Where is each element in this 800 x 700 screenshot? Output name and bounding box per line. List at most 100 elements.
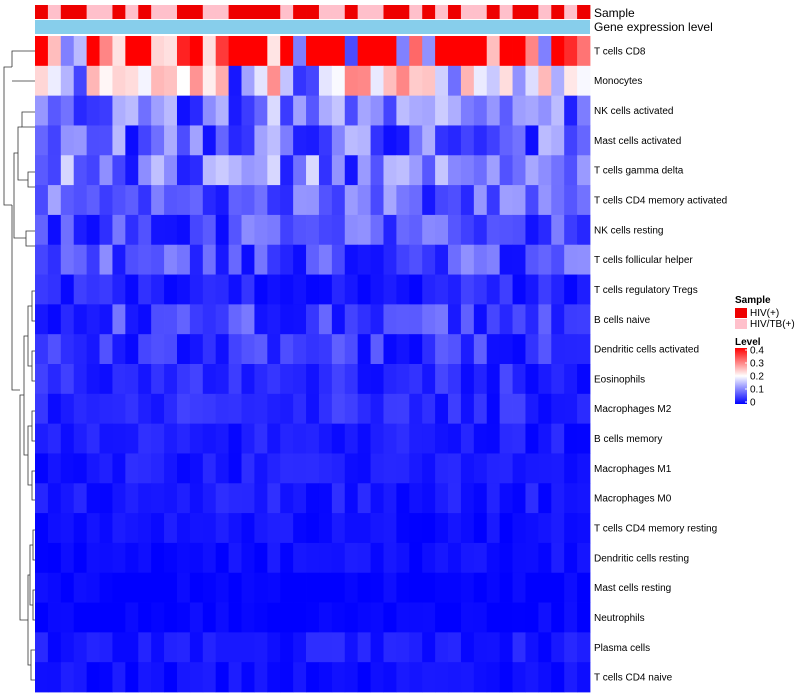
heatmap-cell bbox=[60, 244, 75, 275]
heatmap-cell bbox=[138, 274, 152, 305]
heatmap-cell bbox=[538, 483, 552, 514]
heatmap-cell bbox=[254, 423, 268, 454]
heatmap-cell bbox=[267, 95, 281, 126]
heatmap-cell bbox=[460, 483, 475, 514]
heatmap-cell bbox=[448, 423, 462, 454]
heatmap-cell bbox=[577, 393, 591, 425]
heatmap-cell bbox=[306, 513, 320, 544]
heatmap-cell bbox=[176, 632, 191, 663]
heatmap-cell bbox=[125, 125, 139, 156]
heatmap-cell bbox=[473, 364, 488, 395]
heatmap-cell bbox=[473, 274, 488, 305]
heatmap-cell bbox=[189, 662, 204, 693]
heatmap-cell bbox=[189, 304, 204, 335]
heatmap-cell bbox=[60, 304, 75, 335]
row-dendrogram bbox=[3, 50, 35, 681]
sample-annotation-cell bbox=[202, 5, 217, 19]
heatmap-cell bbox=[525, 423, 539, 454]
heatmap-cell bbox=[460, 453, 475, 484]
heatmap-cell bbox=[435, 483, 449, 514]
heatmap-cell bbox=[460, 155, 475, 186]
heatmap-cell bbox=[73, 334, 88, 365]
heatmap-cell bbox=[189, 602, 204, 633]
heatmap-cell bbox=[228, 185, 242, 216]
heatmap-cell bbox=[564, 155, 578, 186]
heatmap-cell bbox=[228, 632, 242, 663]
level-colorbar bbox=[735, 348, 747, 404]
heatmap-cell bbox=[73, 65, 88, 97]
heatmap-cell bbox=[176, 423, 191, 454]
heatmap-cell bbox=[47, 483, 62, 514]
row-label: T cells gamma delta bbox=[594, 166, 684, 177]
heatmap-cell bbox=[60, 483, 75, 514]
heatmap-cell bbox=[47, 393, 62, 425]
heatmap-cell bbox=[486, 364, 501, 395]
heatmap-cell bbox=[138, 244, 152, 275]
heatmap-cell bbox=[318, 244, 333, 275]
heatmap-cell bbox=[435, 274, 449, 305]
heatmap-cell bbox=[306, 125, 320, 156]
heatmap-cell bbox=[47, 572, 62, 603]
heatmap-cell bbox=[331, 572, 346, 603]
heatmap-cell bbox=[125, 274, 139, 305]
heatmap-cell bbox=[125, 95, 139, 126]
heatmap-cell bbox=[460, 513, 475, 544]
sample-annotation-cell bbox=[306, 5, 320, 19]
heatmap-cell bbox=[47, 244, 62, 275]
sample-annotation-cell bbox=[176, 5, 191, 19]
heatmap-cell bbox=[73, 274, 88, 305]
heatmap-cell bbox=[396, 542, 410, 574]
heatmap-cell bbox=[409, 95, 423, 126]
heatmap-cell bbox=[138, 542, 152, 574]
sample-annotation-cell bbox=[293, 5, 307, 19]
heatmap-cell bbox=[164, 334, 178, 365]
heatmap-cell bbox=[151, 274, 165, 305]
heatmap-cell bbox=[151, 95, 165, 126]
heatmap-cell bbox=[357, 36, 371, 67]
heatmap-cell bbox=[577, 572, 591, 603]
heatmap-cell bbox=[112, 483, 126, 514]
heatmap-cell bbox=[473, 542, 488, 574]
heatmap-cell bbox=[396, 334, 410, 365]
heatmap-cell bbox=[344, 572, 359, 603]
heatmap-cell bbox=[551, 393, 565, 425]
sample-annotation-cell bbox=[35, 5, 49, 19]
heatmap-cell bbox=[86, 364, 100, 395]
heatmap-cell bbox=[164, 513, 178, 544]
heatmap-cell bbox=[35, 214, 49, 246]
heatmap-cell bbox=[525, 483, 539, 514]
sample-annotation-cell bbox=[60, 5, 75, 19]
heatmap-cell bbox=[228, 542, 242, 574]
heatmap-cell bbox=[551, 185, 565, 216]
heatmap-cell bbox=[112, 304, 126, 335]
heatmap-cell bbox=[280, 632, 294, 663]
heatmap-cell bbox=[280, 572, 294, 603]
heatmap-cell bbox=[525, 125, 539, 156]
heatmap-cell bbox=[318, 542, 333, 574]
heatmap-cell bbox=[525, 155, 539, 186]
heatmap-cell bbox=[267, 423, 281, 454]
heatmap-cell bbox=[512, 393, 526, 425]
heatmap-cell bbox=[280, 274, 294, 305]
heatmap-cell bbox=[293, 483, 307, 514]
heatmap-cell bbox=[422, 125, 436, 156]
heatmap-cell bbox=[241, 36, 255, 67]
heatmap-cell bbox=[370, 244, 384, 275]
heatmap-cell bbox=[409, 36, 423, 67]
heatmap-cell bbox=[189, 572, 204, 603]
heatmap-cell bbox=[35, 274, 49, 305]
heatmap-cell bbox=[35, 304, 49, 335]
heatmap-cell bbox=[202, 214, 217, 246]
heatmap-cell bbox=[99, 95, 113, 126]
heatmap-cell bbox=[293, 274, 307, 305]
heatmap-cell bbox=[396, 95, 410, 126]
heatmap-cell bbox=[564, 214, 578, 246]
heatmap-cell bbox=[280, 393, 294, 425]
heatmap-cell bbox=[460, 393, 475, 425]
heatmap-cell bbox=[280, 602, 294, 633]
heatmap-cell bbox=[577, 542, 591, 574]
sample-annotation-cell bbox=[47, 5, 62, 19]
heatmap-cell bbox=[254, 453, 268, 484]
heatmap-cell bbox=[460, 274, 475, 305]
heatmap-cell bbox=[499, 125, 513, 156]
